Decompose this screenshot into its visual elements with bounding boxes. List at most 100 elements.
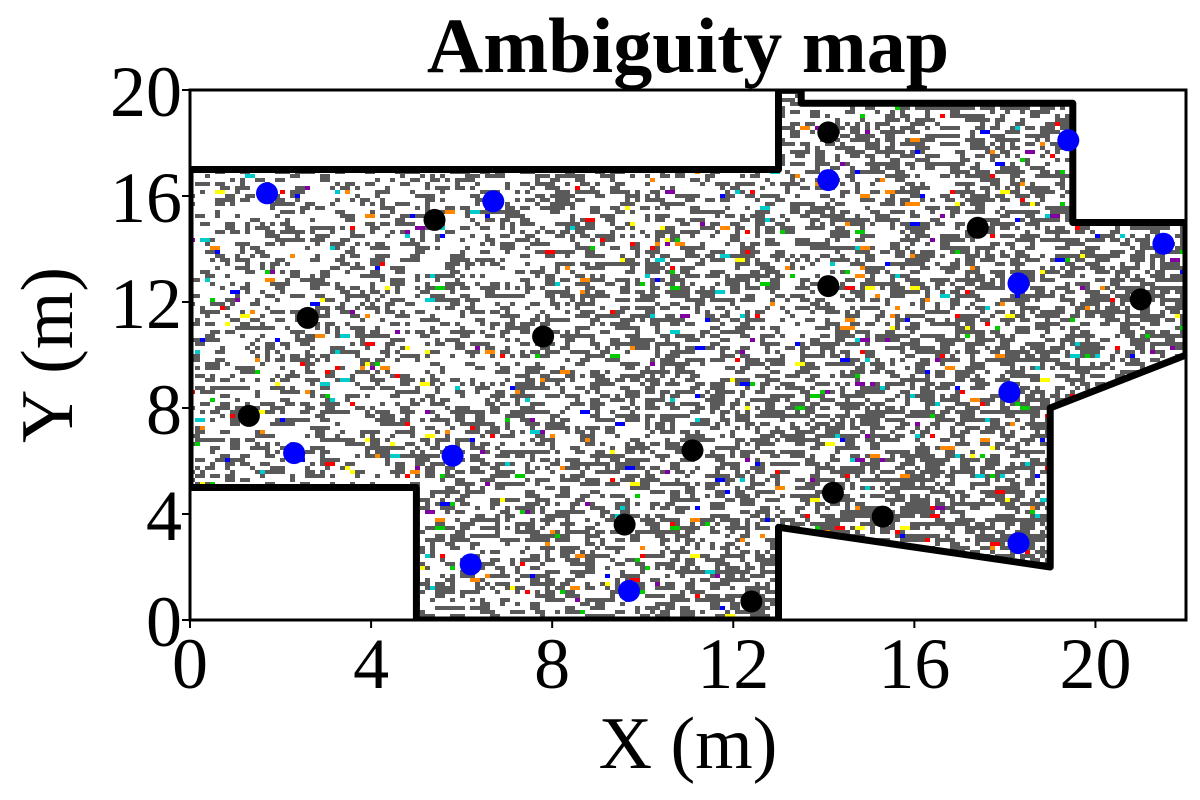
ambiguity-cell bbox=[425, 298, 435, 302]
ambiguity-cell bbox=[1125, 142, 1130, 146]
ambiguity-cell bbox=[530, 378, 535, 382]
ambiguity-cell bbox=[485, 290, 495, 294]
ambiguity-cell bbox=[305, 106, 315, 110]
ambiguity-cell bbox=[1080, 206, 1090, 210]
ambiguity-cell bbox=[950, 342, 955, 346]
ambiguity-cell bbox=[440, 226, 445, 230]
ambiguity-cell bbox=[950, 190, 955, 194]
ambiguity-cell bbox=[950, 162, 955, 166]
ambiguity-cell bbox=[705, 122, 715, 126]
ambiguity-cell bbox=[410, 242, 420, 246]
ambiguity-cell bbox=[860, 194, 870, 198]
ambiguity-cell bbox=[305, 362, 310, 366]
ambiguity-cell bbox=[635, 298, 640, 302]
ambiguity-cell bbox=[605, 358, 615, 362]
ambiguity-cell bbox=[1115, 198, 1120, 202]
ambiguity-cell bbox=[825, 318, 830, 322]
ambiguity-cell bbox=[440, 174, 445, 178]
ambiguity-cell bbox=[1170, 102, 1175, 106]
ambiguity-cell bbox=[535, 146, 545, 150]
ambiguity-cell bbox=[1030, 306, 1040, 310]
ambiguity-cell bbox=[625, 162, 635, 166]
ambiguity-cell bbox=[760, 390, 765, 394]
ambiguity-cell bbox=[970, 198, 975, 202]
ambiguity-cell bbox=[775, 350, 780, 354]
ambiguity-cell bbox=[555, 154, 565, 158]
ambiguity-cell bbox=[235, 294, 240, 298]
ambiguity-cell bbox=[650, 158, 660, 162]
ambiguity-cell bbox=[280, 242, 285, 246]
ambiguity-cell bbox=[1070, 342, 1075, 346]
ambiguity-cell bbox=[430, 178, 440, 182]
ambiguity-cell bbox=[575, 326, 580, 330]
ambiguity-cell bbox=[1100, 346, 1105, 350]
ambiguity-cell bbox=[1115, 274, 1120, 278]
ambiguity-cell bbox=[730, 238, 735, 242]
ambiguity-cell bbox=[1020, 366, 1025, 370]
ambiguity-cell bbox=[920, 182, 925, 186]
ambiguity-cell bbox=[815, 298, 825, 302]
ambiguity-cell bbox=[460, 114, 470, 118]
ambiguity-cell bbox=[420, 310, 425, 314]
ambiguity-cell bbox=[635, 262, 640, 266]
ambiguity-cell bbox=[710, 130, 720, 134]
ambiguity-cell bbox=[1055, 226, 1065, 230]
ambiguity-cell bbox=[1025, 326, 1030, 330]
ambiguity-cell bbox=[700, 334, 705, 338]
ambiguity-cell bbox=[650, 298, 655, 302]
ambiguity-cell bbox=[765, 334, 775, 338]
ambiguity-cell bbox=[1060, 202, 1065, 206]
ambiguity-cell bbox=[1115, 174, 1125, 178]
ambiguity-cell bbox=[735, 226, 740, 230]
ambiguity-cell bbox=[200, 190, 205, 194]
ambiguity-cell bbox=[1170, 214, 1175, 218]
ambiguity-cell bbox=[410, 238, 415, 242]
ambiguity-cell bbox=[765, 106, 770, 110]
ambiguity-cell bbox=[1080, 202, 1090, 206]
ambiguity-cell bbox=[1115, 386, 1120, 390]
ambiguity-cell bbox=[1000, 106, 1005, 110]
ambiguity-cell bbox=[875, 94, 885, 98]
ambiguity-cell bbox=[940, 358, 950, 362]
ambiguity-cell bbox=[460, 250, 465, 254]
ambiguity-cell bbox=[505, 338, 510, 342]
ambiguity-cell bbox=[745, 146, 750, 150]
ambiguity-cell bbox=[240, 370, 245, 374]
ambiguity-cell bbox=[510, 210, 520, 214]
ambiguity-cell bbox=[1090, 182, 1095, 186]
ambiguity-cell bbox=[1170, 106, 1175, 110]
ambiguity-cell bbox=[395, 350, 400, 354]
ambiguity-cell bbox=[635, 338, 640, 342]
ambiguity-cell bbox=[1050, 366, 1055, 370]
ambiguity-cell bbox=[405, 182, 410, 186]
ambiguity-cell bbox=[880, 178, 885, 182]
ambiguity-cell bbox=[780, 358, 785, 362]
ambiguity-cell bbox=[1160, 142, 1170, 146]
ambiguity-cell bbox=[1050, 346, 1060, 350]
ambiguity-cell bbox=[370, 226, 375, 230]
ambiguity-cell bbox=[860, 350, 865, 354]
ambiguity-cell bbox=[840, 210, 845, 214]
ambiguity-cell bbox=[400, 202, 405, 206]
ambiguity-cell bbox=[840, 270, 845, 274]
ambiguity-cell bbox=[750, 174, 755, 178]
ambiguity-cell bbox=[750, 194, 755, 198]
ambiguity-cell bbox=[975, 250, 980, 254]
ambiguity-cell bbox=[1170, 342, 1175, 346]
ambiguity-cell bbox=[480, 162, 485, 166]
ambiguity-cell bbox=[1155, 286, 1160, 290]
ambiguity-cell bbox=[325, 310, 330, 314]
ambiguity-cell bbox=[750, 250, 755, 254]
ambiguity-cell bbox=[405, 378, 415, 382]
ambiguity-cell bbox=[385, 150, 395, 154]
ambiguity-cell bbox=[895, 162, 900, 166]
ambiguity-cell bbox=[480, 210, 490, 214]
ambiguity-cell bbox=[815, 170, 820, 174]
ambiguity-cell bbox=[615, 182, 625, 186]
ambiguity-cell bbox=[325, 158, 330, 162]
ambiguity-cell bbox=[505, 242, 515, 246]
ambiguity-cell bbox=[645, 370, 655, 374]
ambiguity-cell bbox=[1020, 118, 1025, 122]
ambiguity-cell bbox=[470, 298, 480, 302]
ambiguity-cell bbox=[520, 350, 525, 354]
